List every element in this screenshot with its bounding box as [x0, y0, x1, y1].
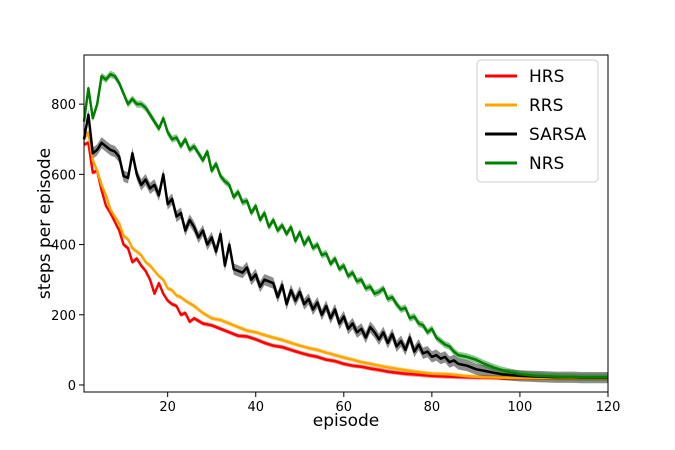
legend-label-hrs: HRS	[529, 67, 564, 87]
line-sarsa	[82, 113, 608, 379]
x-tick-label: 120	[596, 400, 621, 415]
legend-label-rrs: RRS	[529, 96, 563, 116]
y-axis-label: steps per episode	[35, 148, 55, 299]
y-tick-label: 800	[51, 98, 76, 113]
line-hrs	[83, 141, 608, 380]
y-axis-ticks: 0 200 400 600 800	[51, 98, 84, 394]
series-lines	[82, 73, 608, 380]
y-tick-label: 200	[51, 309, 76, 324]
y-tick-label: 600	[51, 168, 76, 183]
legend: HRS RRS SARSA NRS	[476, 59, 599, 183]
x-tick-label: 40	[247, 400, 264, 415]
band-rrs	[84, 130, 608, 381]
line-nrs	[82, 73, 608, 379]
x-tick-label: 60	[336, 400, 353, 415]
x-tick-label: 20	[159, 400, 176, 415]
x-tick-label: 80	[424, 400, 441, 415]
legend-label-nrs: NRS	[529, 154, 564, 174]
legend-label-sarsa: SARSA	[529, 125, 587, 145]
x-axis-ticks: 20 40 60 80 100 120	[159, 392, 620, 415]
line-rrs	[82, 130, 608, 380]
x-axis-label: episode	[313, 411, 379, 431]
legend-box	[476, 59, 599, 183]
y-tick-label: 400	[51, 239, 76, 254]
plot-frame	[83, 54, 609, 393]
y-tick-label: 0	[68, 379, 76, 394]
x-tick-label: 100	[508, 400, 533, 415]
